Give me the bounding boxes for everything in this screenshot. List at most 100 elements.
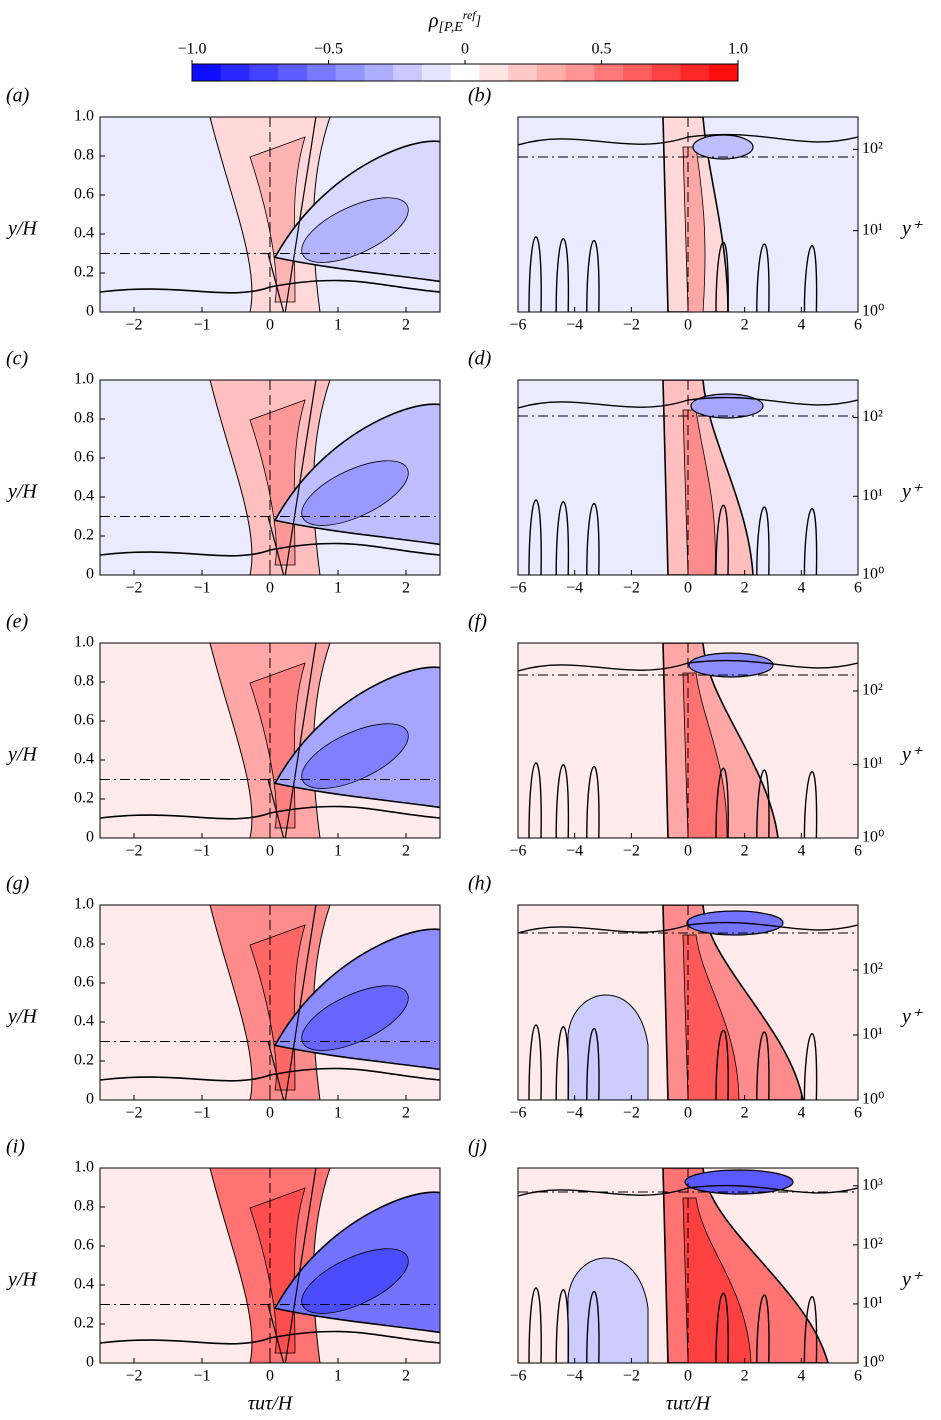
x-tick-label: 0 [266,1368,274,1385]
y-tick-label: 10¹ [862,221,883,238]
y-tick-label: 0.2 [74,1052,94,1069]
contour-line [756,506,770,575]
x-tick-label: −2 [125,317,142,334]
colorbar-level [450,64,480,81]
y-tick-label: 1.0 [74,634,94,651]
x-tick-label: −1 [193,1368,210,1385]
y-tick-label: 0.8 [74,673,94,690]
contour-fill [301,1248,409,1314]
contour-fill [682,1197,752,1363]
y-axis-label: y⁺ [900,1269,923,1291]
colorbar-level [393,64,423,81]
y-axis-label: y/H [6,218,38,240]
y-tick-label: 0.8 [74,1198,94,1215]
colorbar-level [335,64,365,81]
y-tick-label: 0.6 [74,1237,94,1254]
colorbar-label-main: ρ [428,10,439,32]
convection-line [284,380,317,575]
contour-fill [301,460,409,526]
contour-fill [692,134,754,160]
contour-line [756,243,770,312]
y-tick-label: 0 [86,829,94,846]
y-tick-label: 0.2 [74,264,94,281]
panel: −2 −1 0 1 2 0 0.2 0.4 0.6 0.8 1.0 (c) y/H [6,348,441,597]
y-tick-label: 10² [862,961,883,978]
contour-line [528,499,542,575]
panel-label: (j) [468,1136,487,1158]
y-tick-label: 10² [862,140,883,157]
panel-label: (g) [6,873,30,895]
contour-line [528,1024,542,1100]
plot-area [518,380,858,575]
y-tick-label: 10³ [862,1176,883,1193]
colorbar-label-end: ] [475,14,481,29]
colorbar-label: ρ[P,Eref] [428,8,481,35]
contour-line [555,501,570,575]
contour-line [803,245,818,312]
colorbar-tick-label: 1.0 [728,41,748,58]
plot-area [518,1168,858,1363]
y-tick-label: 10⁰ [862,1354,884,1371]
y-tick-label: 0.4 [74,1013,94,1030]
convection-line [284,117,317,312]
y-tick-label: 0 [86,1091,94,1108]
contour-line [586,1290,600,1363]
plot-area [100,643,440,838]
convection-line [267,779,285,838]
panel: −2 −1 0 1 2 0 0.2 0.4 0.6 0.8 1.0 (g) y/H [6,873,441,1122]
y-axis-label: y/H [6,481,38,503]
contour-line [715,767,729,838]
x-tick-label: 0 [266,580,274,597]
colorbar-level [623,64,653,81]
panel: −2 −1 0 1 2 0 0.2 0.4 0.6 0.8 1.0 (e) y/H [6,611,441,860]
y-axis-label: y⁺ [900,481,923,503]
x-tick-label: −2 [623,317,640,334]
x-tick-label: −6 [509,843,526,860]
x-tick-label: −4 [566,843,583,860]
x-tick-label: 1 [334,1105,342,1122]
x-tick-label: 1 [334,843,342,860]
panel-label: (h) [468,873,492,895]
colorbar-level [249,64,279,81]
panel-label: (i) [6,1136,25,1158]
x-tick-label: −2 [125,1368,142,1385]
contour-line [555,238,570,312]
x-tick-label: 2 [402,1368,410,1385]
x-tick-label: −6 [509,317,526,334]
convection-line [267,516,285,575]
x-tick-label: 2 [402,843,410,860]
x-tick-label: 0 [684,843,692,860]
y-axis-label: y⁺ [900,218,923,240]
panel-label: (c) [6,348,29,370]
convection-line [284,1168,317,1363]
x-tick-label: 2 [741,843,749,860]
x-tick-label: −2 [125,843,142,860]
contour-line [715,1292,729,1363]
y-axis-label: y⁺ [900,744,923,766]
plot-area [518,905,858,1100]
convection-line [267,1304,285,1363]
x-tick-label: −2 [623,1105,640,1122]
contour-line [586,765,600,838]
y-tick-label: 10⁰ [862,829,884,846]
colorbar-tick-label: −0.5 [314,41,343,58]
colorbar-level [192,64,222,81]
x-tick-label: 6 [854,843,862,860]
panel: −2 −1 0 1 2 0 0.2 0.4 0.6 0.8 1.0 (a) y/H [6,85,441,334]
x-tick-label: 2 [741,580,749,597]
plot-area [518,117,858,312]
y-tick-label: 10⁰ [862,566,884,583]
y-tick-label: 10⁰ [862,303,884,320]
x-tick-label: −2 [623,580,640,597]
colorbar-level [479,64,509,81]
y-tick-label: 0.8 [74,147,94,164]
colorbar-tick-label: 0 [461,41,469,58]
panel: −2 −1 0 1 2 0 0.2 0.4 0.6 0.8 1.0 (i) y/H τuτ/H [6,1136,441,1415]
x-tick-label: −6 [509,580,526,597]
y-tick-label: 0.2 [74,790,94,807]
x-tick-label: 2 [402,580,410,597]
x-tick-label: 0 [684,1368,692,1385]
